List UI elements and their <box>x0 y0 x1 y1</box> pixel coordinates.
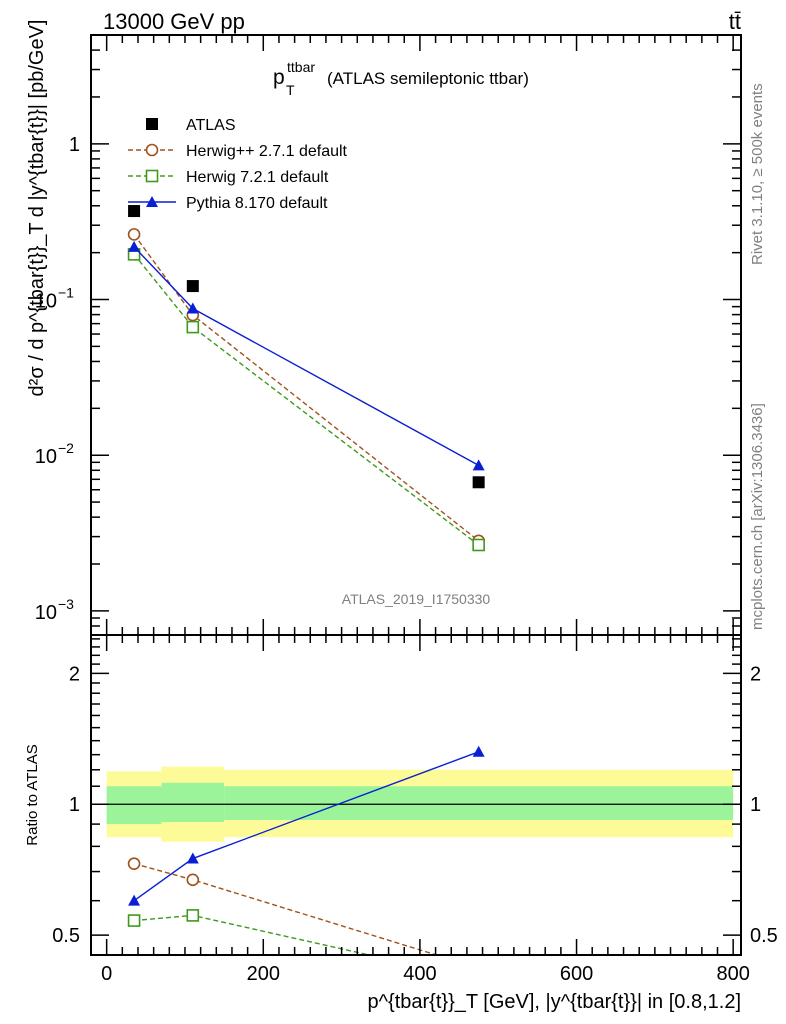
process-label: tt̄ <box>729 9 741 34</box>
main-point-2-2 <box>472 538 485 552</box>
ratio-point-1-1 <box>186 909 200 922</box>
ratio-point-2-1 <box>186 852 199 864</box>
x-tick-label: 400 <box>403 963 436 985</box>
ratio-band-stat-2 <box>224 786 734 820</box>
ratio-point-2-0 <box>128 894 141 906</box>
plot-title-subscript: T <box>286 82 295 98</box>
plot-title-superscript: ttbar <box>287 59 315 75</box>
main-point-3-2 <box>472 459 485 471</box>
mcplots-label: mcplots.cern.ch [arXiv:1306.3436] <box>749 403 766 630</box>
main-y-tick-label: 10 <box>35 446 57 468</box>
analysis-id: ATLAS_2019_I1750330 <box>342 591 491 607</box>
legend-label: ATLAS <box>186 117 236 134</box>
ratio-series-group <box>127 745 485 985</box>
x-axis-label: p^{tbar{t}}_T [GeV], |y^{tbar{t}}| in [0… <box>368 991 742 1013</box>
main-series-line <box>133 246 479 467</box>
main-series-line <box>133 253 480 546</box>
main-point-0-2 <box>472 476 485 489</box>
main-y-tick-label: 10 <box>35 291 57 313</box>
legend-marker-2 <box>145 169 159 183</box>
legend-marker-3 <box>146 196 158 207</box>
plot-title: p <box>273 66 285 89</box>
ratio-y-tick-label-right: 1 <box>750 794 761 816</box>
main-ylabel: d²σ / d p^{tbar{t}}_T d |y^{tbar{t}}| [p… <box>26 20 48 397</box>
x-tick-label: 600 <box>560 963 593 985</box>
plot-title-suffix: (ATLAS semileptonic ttbar) <box>327 69 529 88</box>
main-point-0-1 <box>186 280 199 293</box>
main-point-1-0 <box>127 228 141 241</box>
main-point-2-1 <box>186 320 200 334</box>
legend-label: Herwig 7.2.1 default <box>186 169 329 186</box>
legend-label: Pythia 8.170 default <box>186 195 328 212</box>
ratio-plot-frame <box>90 634 742 956</box>
legend-marker-1 <box>145 143 159 157</box>
ratio-point-0-0 <box>127 857 141 870</box>
main-point-3-0 <box>128 240 141 252</box>
ratio-y-tick-label-left: 0.5 <box>52 925 80 947</box>
main-y-tick-exponent: −1 <box>58 285 74 301</box>
ratio-point-2-2 <box>472 745 485 757</box>
ratio-y-tick-label-left: 1 <box>69 794 80 816</box>
ratio-point-1-2 <box>473 974 484 985</box>
main-y-tick-exponent: −2 <box>58 440 74 456</box>
rivet-version-label: Rivet 3.1.10, ≥ 500k events <box>749 83 766 265</box>
main-plot: 110−110−210−3 p ttbar T (ATLAS semilepto… <box>26 20 742 636</box>
x-tick-label: 0 <box>101 963 112 985</box>
main-y-tick-exponent: −3 <box>58 596 74 612</box>
ratio-band-stat-1 <box>161 782 225 823</box>
legend: ATLAS Herwig++ 2.7.1 default Herwig 7.2.1 … <box>128 117 348 212</box>
ratio-point-1-0 <box>127 914 141 927</box>
x-tick-label: 800 <box>716 963 749 985</box>
ratio-point-0-2 <box>473 963 484 974</box>
main-point-3-1 <box>186 302 199 314</box>
ratio-band-stat-0 <box>106 786 162 825</box>
ratio-y-tick-label-left: 2 <box>69 663 80 685</box>
ratio-ylabel: Ratio to ATLAS <box>24 744 41 845</box>
ratio-plot: 0.5 0.5 1 1 2 2 Ratio to ATLAS <box>24 634 778 985</box>
ratio-y-tick-label-right: 0.5 <box>750 925 778 947</box>
energy-label: 13000 GeV pp <box>103 9 245 34</box>
x-tick-label: 200 <box>247 963 280 985</box>
main-series-line <box>133 233 480 542</box>
main-point-0-0 <box>128 205 141 218</box>
main-y-tick-label: 1 <box>69 134 80 156</box>
ratio-point-0-1 <box>186 873 200 887</box>
legend-label: Herwig++ 2.7.1 default <box>186 143 348 160</box>
legend-marker-0 <box>146 118 158 130</box>
ratio-y-tick-label-right: 2 <box>750 663 761 685</box>
main-y-tick-label: 10 <box>35 602 57 624</box>
